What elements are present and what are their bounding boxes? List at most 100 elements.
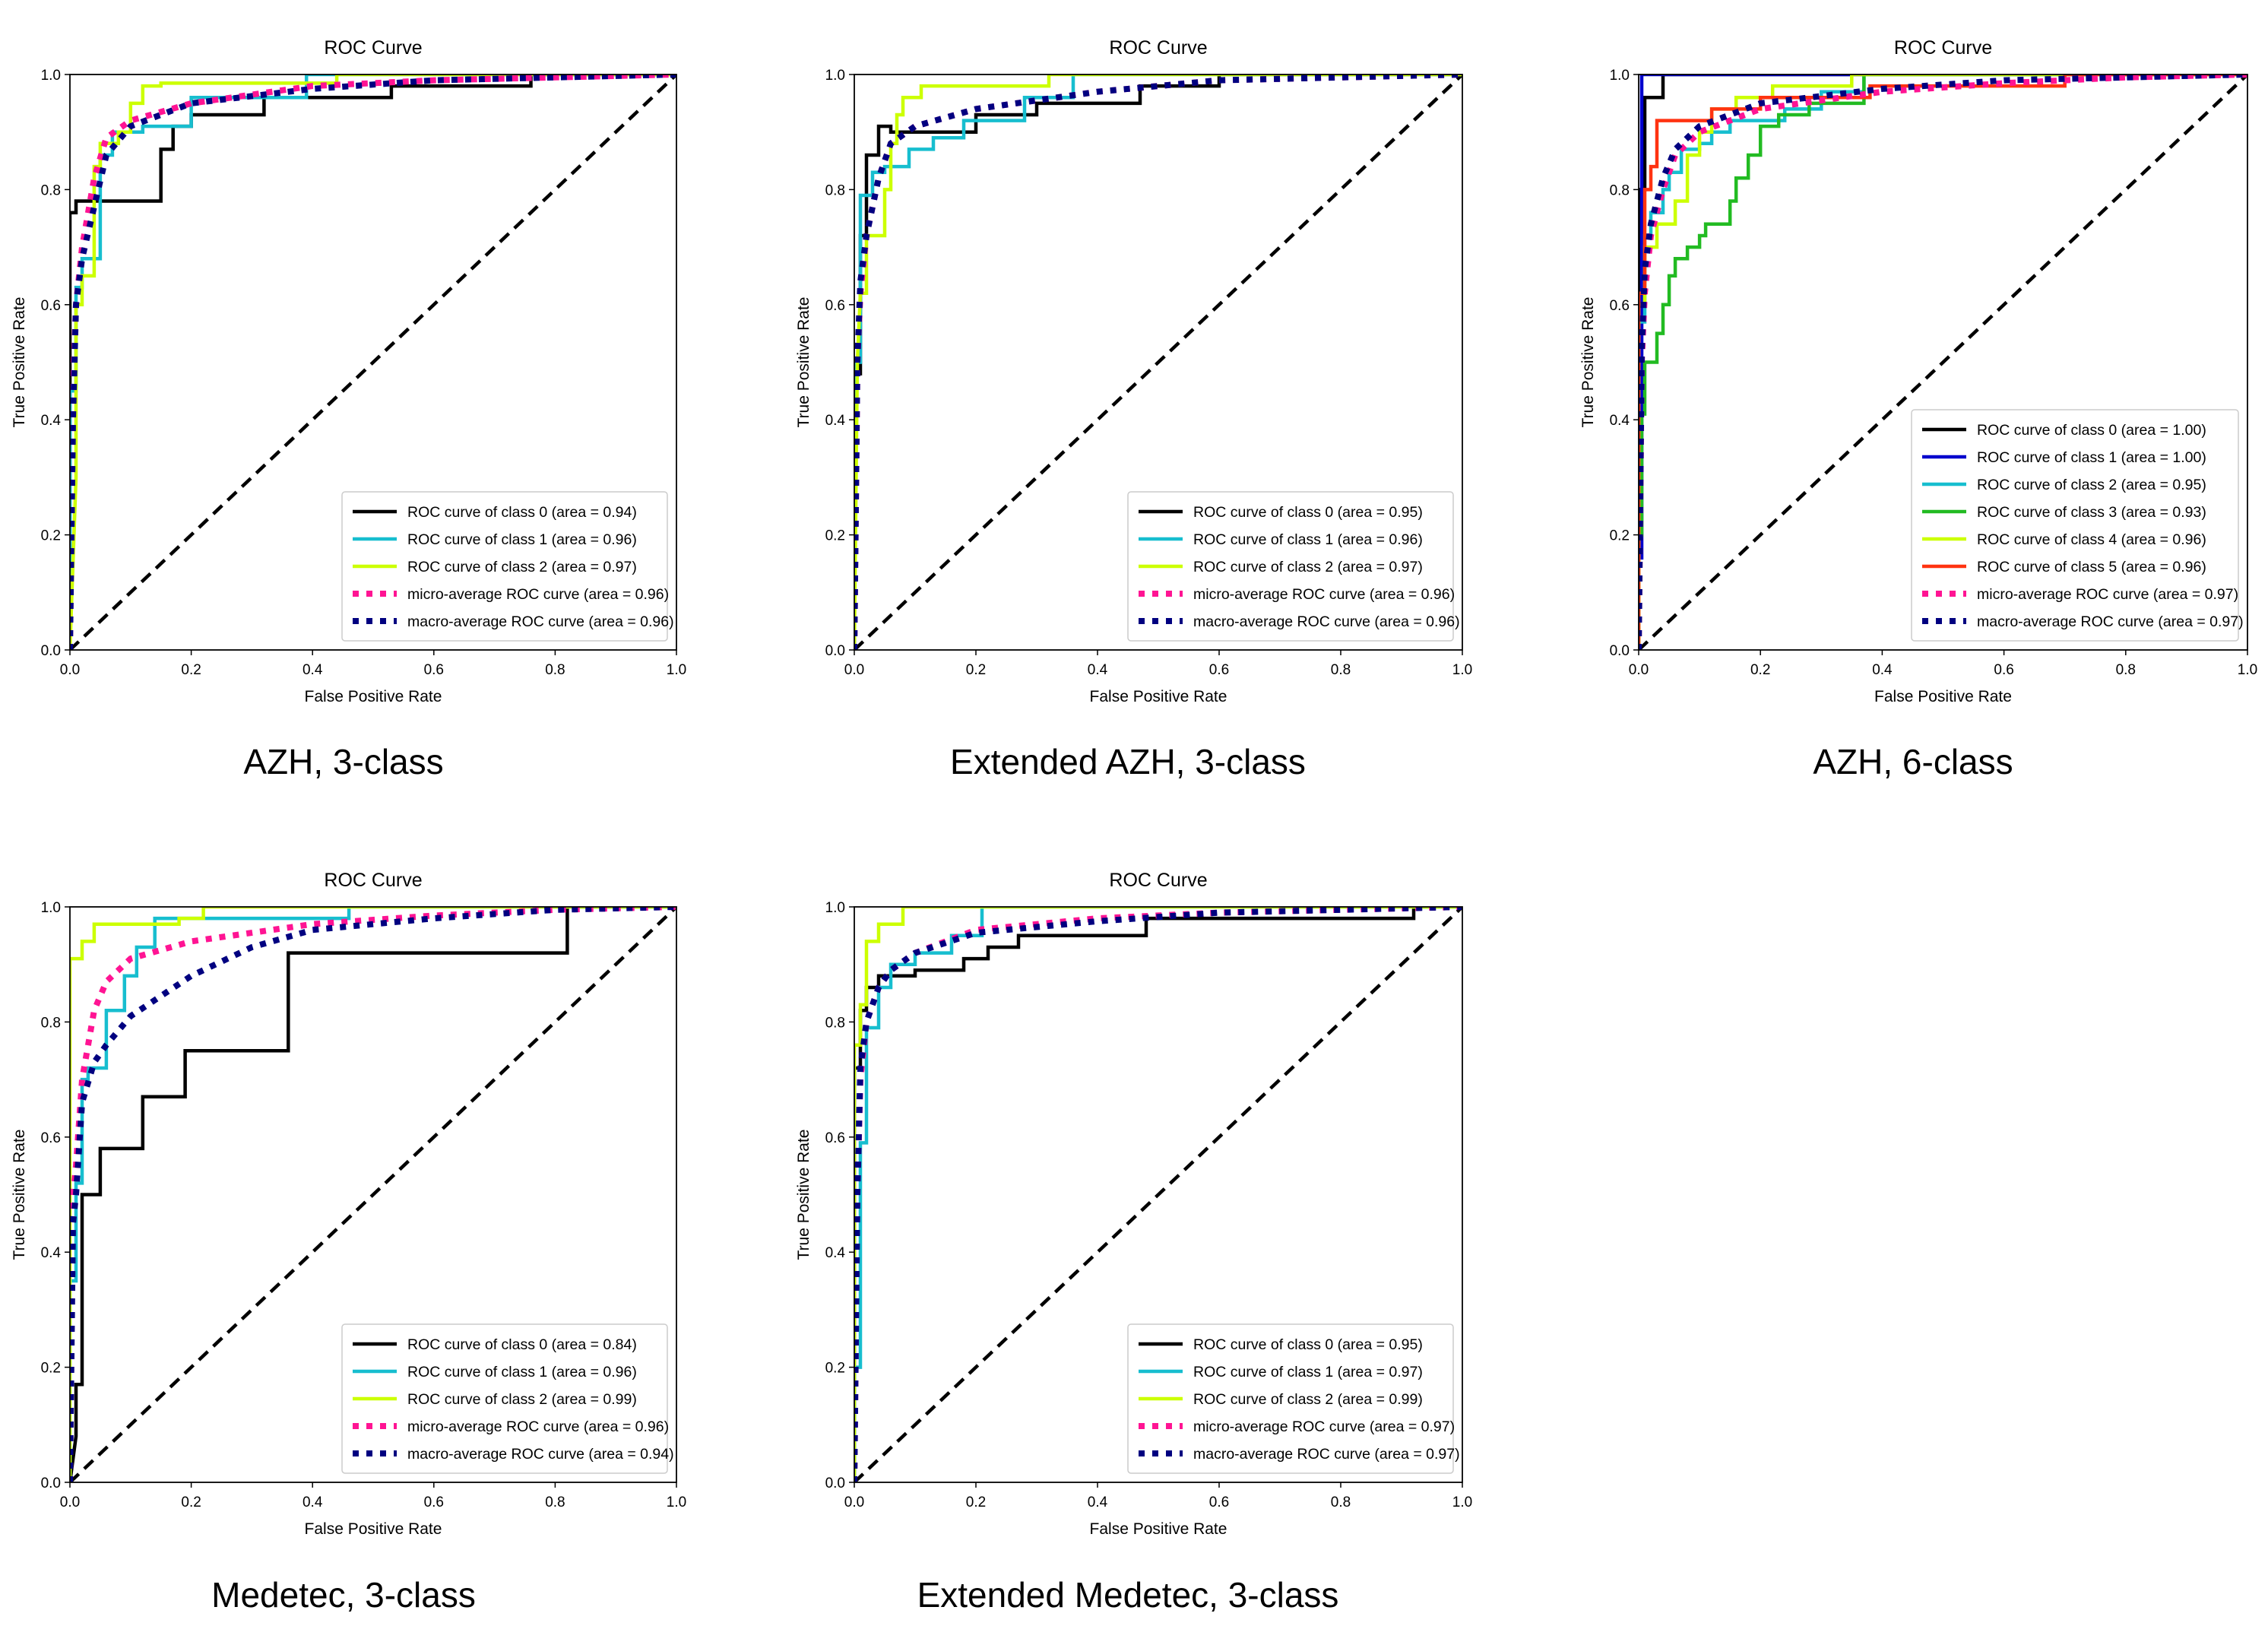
y-tick-label: 1.0 [41, 68, 61, 84]
legend-label: ROC curve of class 1 (area = 0.96) [407, 1364, 637, 1380]
y-tick-label: 0.2 [825, 1361, 845, 1377]
legend-label: ROC curve of class 1 (area = 0.96) [407, 531, 637, 548]
y-tick-label: 0.0 [825, 1475, 845, 1491]
x-tick-label: 1.0 [2238, 662, 2257, 678]
roc-curve-line [70, 907, 676, 1482]
x-tick-label: 0.0 [844, 1494, 864, 1510]
x-tick-label: 0.6 [424, 1494, 444, 1510]
roc-curve-line [1639, 74, 2247, 650]
roc-curve-line [854, 74, 1462, 650]
x-tick-label: 0.2 [966, 1494, 986, 1510]
y-tick-label: 0.6 [825, 298, 845, 314]
y-tick-label: 0.8 [41, 182, 61, 198]
plot-frame [69, 906, 677, 1483]
y-tick-label: 0.8 [825, 1015, 845, 1031]
x-tick-label: 1.0 [1452, 1494, 1472, 1510]
legend-box [341, 491, 668, 642]
x-axis-label: False Positive Rate [305, 688, 442, 705]
x-tick-label: 0.0 [60, 1494, 80, 1510]
y-tick-label: 0.2 [1610, 528, 1630, 544]
x-tick-label: 1.0 [667, 662, 686, 678]
legend-label: ROC curve of class 2 (area = 0.95) [1977, 477, 2206, 493]
x-tick-label: 1.0 [667, 1494, 686, 1510]
x-tick-label: 0.2 [181, 662, 201, 678]
legend-label: ROC curve of class 1 (area = 0.97) [1193, 1364, 1423, 1380]
panel-caption: Extended Medetec, 3-class [917, 1575, 1339, 1615]
y-tick-label: 0.8 [1610, 182, 1630, 198]
roc-curve-line [854, 74, 1462, 650]
chance-diagonal-line [70, 907, 676, 1482]
roc-curve-line [1639, 74, 2247, 650]
legend-box [341, 1323, 668, 1474]
y-tick-label: 1.0 [825, 68, 845, 84]
curves-group [854, 907, 1462, 1482]
chart-title: ROC Curve [324, 870, 422, 891]
chart-title: ROC Curve [324, 37, 422, 59]
legend-label: macro-average ROC curve (area = 0.96) [407, 613, 674, 630]
chart-panel-1: ROC Curve 0.0 0.2 0.4 0.6 0.8 1.0 0.0 0.2 0.4 0.6 0… [795, 37, 1472, 705]
x-tick-label: 0.0 [60, 662, 80, 678]
chart-title: ROC Curve [1894, 37, 1992, 59]
legend-label: macro-average ROC curve (area = 0.97) [1193, 1446, 1460, 1463]
x-axis-label: False Positive Rate [1090, 1520, 1227, 1538]
roc-curve-line [854, 907, 1462, 1482]
x-tick-label: 0.8 [1331, 662, 1351, 678]
x-tick-label: 0.4 [303, 662, 323, 678]
legend-label: ROC curve of class 1 (area = 1.00) [1977, 449, 2206, 466]
x-axis-label: False Positive Rate [1090, 688, 1227, 705]
legend-label: micro-average ROC curve (area = 0.96) [407, 586, 669, 603]
y-tick-label: 0.0 [41, 643, 61, 659]
legend-label: macro-average ROC curve (area = 0.94) [407, 1446, 674, 1463]
legend-label: micro-average ROC curve (area = 0.96) [1193, 586, 1455, 603]
y-tick-label: 0.4 [825, 413, 846, 429]
panel-caption: AZH, 3-class [243, 742, 443, 781]
chart-panel-3: ROC Curve 0.0 0.2 0.4 0.6 0.8 1.0 0.0 0.2 0.4 0.6 0… [11, 870, 686, 1538]
x-axis-label: False Positive Rate [305, 1520, 442, 1538]
y-tick-label: 0.4 [1610, 413, 1630, 429]
x-tick-label: 0.0 [1629, 662, 1649, 678]
roc-curve-line [70, 74, 676, 650]
legend-label: ROC curve of class 3 (area = 0.93) [1977, 504, 2206, 521]
chance-diagonal-line [70, 74, 676, 650]
roc-curve-line [1639, 74, 2247, 650]
legend-label: ROC curve of class 0 (area = 0.94) [407, 504, 637, 521]
x-tick-label: 0.4 [1088, 1494, 1108, 1510]
curves-group [70, 907, 676, 1482]
legend-label: micro-average ROC curve (area = 0.97) [1193, 1418, 1455, 1435]
legend-label: micro-average ROC curve (area = 0.97) [1977, 586, 2238, 603]
x-tick-label: 0.4 [303, 1494, 323, 1510]
legend-label: macro-average ROC curve (area = 0.97) [1977, 613, 2244, 630]
legend-label: ROC curve of class 1 (area = 0.96) [1193, 531, 1423, 548]
chance-diagonal-line [1639, 74, 2247, 650]
panel-caption: Medetec, 3-class [211, 1575, 476, 1615]
curves-group [1639, 74, 2247, 650]
plot-frame [1638, 74, 2248, 651]
y-axis-label: True Positive Rate [11, 1130, 28, 1260]
x-axis-label: False Positive Rate [1874, 688, 2012, 705]
x-tick-label: 0.2 [181, 1494, 201, 1510]
y-tick-label: 0.0 [1610, 643, 1630, 659]
legend-box [1911, 409, 2239, 642]
x-tick-label: 0.6 [1209, 1494, 1229, 1510]
x-tick-label: 0.6 [1994, 662, 2013, 678]
y-tick-label: 0.0 [41, 1475, 61, 1491]
legend-label: ROC curve of class 2 (area = 0.99) [1193, 1391, 1423, 1408]
chart-title: ROC Curve [1109, 37, 1207, 59]
chart-title: ROC Curve [1109, 870, 1207, 891]
roc-curve-line [1639, 74, 2247, 650]
panel-caption: AZH, 6-class [1813, 742, 2013, 781]
y-axis-label: True Positive Rate [795, 297, 812, 428]
legend-box [1127, 1323, 1454, 1474]
y-tick-label: 1.0 [41, 900, 61, 916]
y-axis-label: True Positive Rate [1579, 297, 1597, 428]
curves-group [70, 74, 676, 650]
legend-label: ROC curve of class 2 (area = 0.97) [407, 559, 637, 575]
x-tick-label: 0.8 [545, 662, 565, 678]
x-tick-label: 0.2 [966, 662, 986, 678]
legend-label: ROC curve of class 0 (area = 0.84) [407, 1336, 637, 1353]
x-tick-label: 0.2 [1750, 662, 1770, 678]
y-tick-label: 1.0 [1610, 68, 1630, 84]
panel-caption: Extended AZH, 3-class [950, 742, 1306, 781]
x-tick-label: 0.8 [1331, 1494, 1351, 1510]
roc-curve-line [854, 74, 1462, 650]
